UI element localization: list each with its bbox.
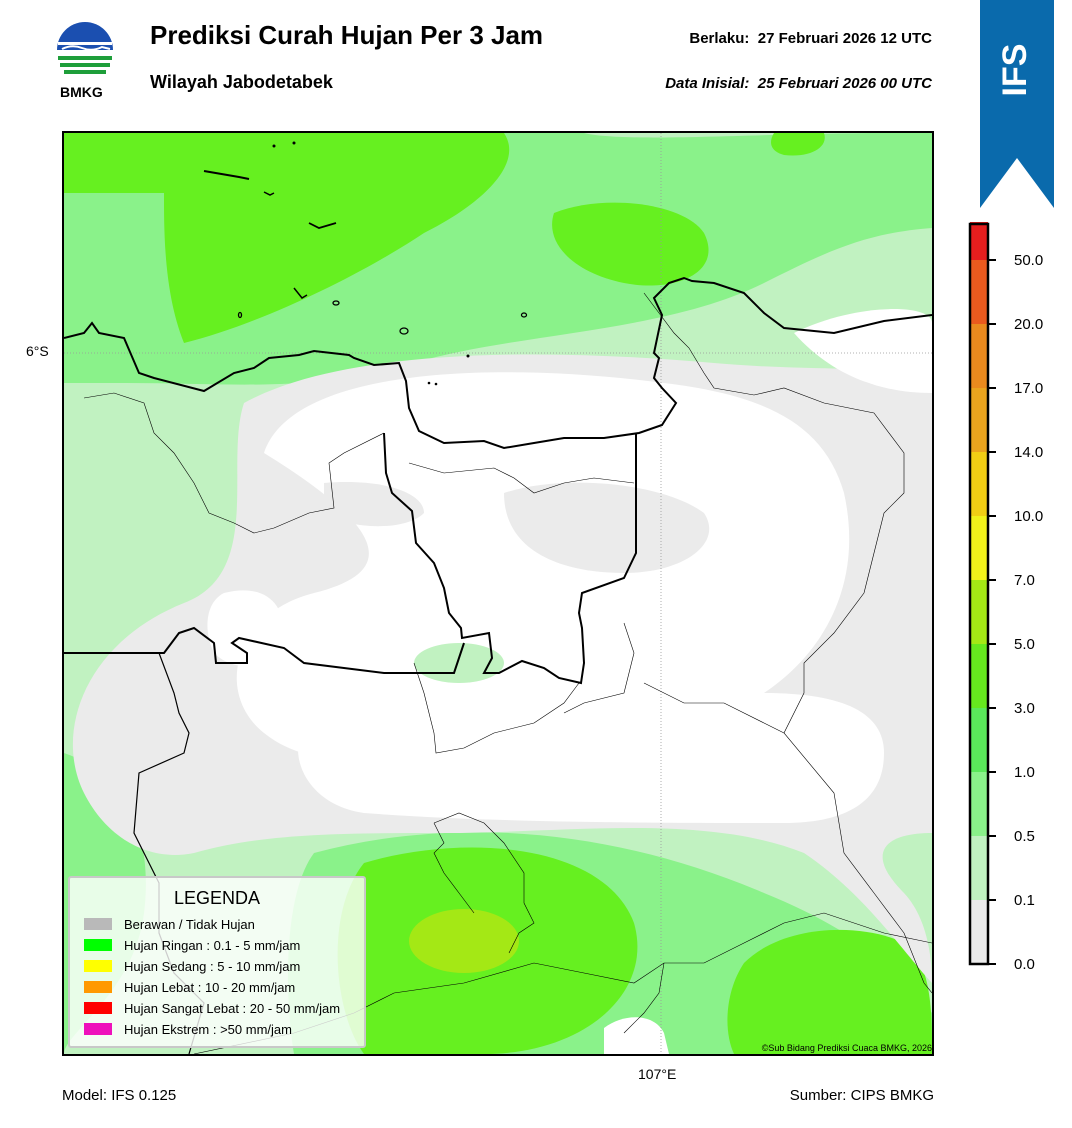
colorbar-segment bbox=[970, 324, 988, 388]
legend-label: Hujan Sangat Lebat : 20 - 50 mm/jam bbox=[124, 1000, 341, 1016]
legend-swatch bbox=[84, 960, 112, 972]
colorbar-tick-label: 3.0 bbox=[1014, 700, 1035, 717]
legend-label: Hujan Sedang : 5 - 10 mm/jam bbox=[124, 958, 301, 974]
colorbar-tick-label: 0.0 bbox=[1014, 956, 1035, 972]
copyright-text: ©Sub Bidang Prediksi Cuaca BMKG, 2026 bbox=[761, 1043, 932, 1053]
legend-swatch bbox=[84, 1002, 112, 1014]
colorbar-segment bbox=[970, 772, 988, 836]
colorbar-tick-label: 7.0 bbox=[1014, 572, 1035, 589]
legend-item: Hujan Ringan : 0.1 - 5 mm/jam bbox=[84, 937, 301, 953]
colorbar-tick-label: 10.0 bbox=[1014, 508, 1043, 525]
legend-item: Hujan Lebat : 10 - 20 mm/jam bbox=[84, 979, 296, 995]
colorbar-tick-label: 14.0 bbox=[1014, 444, 1043, 461]
colorbar: 0.0 0.1 0.5 1.0 3.0 5.0 7.0 10.0 14.0 17.0 20.0 50.… bbox=[968, 222, 1043, 972]
legend-label: Hujan Lebat : 10 - 20 mm/jam bbox=[124, 979, 296, 995]
valid-label: Berlaku: bbox=[689, 30, 750, 47]
colorbar-segment bbox=[970, 708, 988, 772]
legend-title: LEGENDA bbox=[173, 888, 261, 908]
colorbar-segment bbox=[970, 836, 988, 900]
page-subtitle: Wilayah Jabodetabek bbox=[150, 72, 333, 92]
valid-value: 27 Februari 2026 12 UTC bbox=[757, 30, 932, 47]
colorbar-tick-label: 1.0 bbox=[1014, 764, 1035, 781]
legend-swatch bbox=[84, 939, 112, 951]
model-banner: IFS bbox=[980, 0, 1054, 208]
legend-swatch bbox=[84, 981, 112, 993]
valid-time: Berlaku: 27 Februari 2026 12 UTC bbox=[689, 30, 932, 47]
legend-item: Hujan Ekstrem : >50 mm/jam bbox=[84, 1021, 292, 1037]
colorbar-segment bbox=[970, 516, 988, 580]
colorbar-segment bbox=[970, 580, 988, 644]
bmkg-logo bbox=[55, 22, 115, 83]
legend-label: Berawan / Tidak Hujan bbox=[124, 916, 255, 932]
legend-item: Hujan Sedang : 5 - 10 mm/jam bbox=[84, 958, 301, 974]
colorbar-tick-label: 0.1 bbox=[1014, 892, 1035, 909]
colorbar-segment bbox=[970, 388, 988, 452]
legend-swatch bbox=[84, 918, 112, 930]
init-label: Data Inisial: bbox=[665, 75, 750, 92]
init-time: Data Inisial: 25 Februari 2026 00 UTC bbox=[665, 75, 932, 92]
legend-label: Hujan Ekstrem : >50 mm/jam bbox=[124, 1021, 292, 1037]
colorbar-tick-label: 50.0 bbox=[1014, 252, 1043, 269]
colorbar-tick-label: 17.0 bbox=[1014, 380, 1043, 397]
legend-box: LEGENDA Berawan / Tidak Hujan Hujan Ring… bbox=[68, 876, 366, 1048]
banner-text: IFS bbox=[996, 44, 1034, 97]
page-title: Prediksi Curah Hujan Per 3 Jam bbox=[150, 20, 544, 50]
colorbar-segment bbox=[970, 900, 988, 964]
colorbar-segment bbox=[970, 222, 988, 260]
colorbar-tick-label: 20.0 bbox=[1014, 316, 1043, 333]
colorbar-segment bbox=[970, 452, 988, 516]
legend-item: Hujan Sangat Lebat : 20 - 50 mm/jam bbox=[84, 1000, 341, 1016]
model-info: Model: IFS 0.125 bbox=[62, 1087, 177, 1104]
colorbar-tick-label: 5.0 bbox=[1014, 636, 1035, 653]
map-canvas bbox=[64, 133, 932, 1054]
longitude-label: 107°E bbox=[638, 1066, 677, 1082]
latitude-label: 6°S bbox=[26, 343, 49, 359]
init-value: 25 Februari 2026 00 UTC bbox=[757, 75, 932, 92]
legend-label: Hujan Ringan : 0.1 - 5 mm/jam bbox=[124, 937, 301, 953]
colorbar-segment bbox=[970, 644, 988, 708]
colorbar-tick-label: 0.5 bbox=[1014, 828, 1035, 845]
legend-swatch bbox=[84, 1023, 112, 1035]
legend-item: Berawan / Tidak Hujan bbox=[84, 916, 255, 932]
source-info: Sumber: CIPS BMKG bbox=[789, 1087, 934, 1104]
rainfall-map bbox=[62, 131, 934, 1056]
colorbar-segment bbox=[970, 260, 988, 324]
logo-text: BMKG bbox=[60, 84, 103, 100]
